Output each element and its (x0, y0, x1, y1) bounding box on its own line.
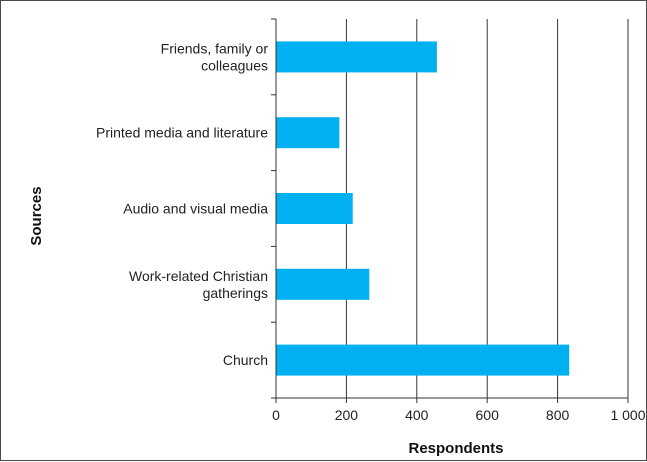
x-tick-labels: 0 200 400 600 800 1 000 (272, 407, 646, 423)
x-tick-label: 800 (546, 407, 570, 423)
category-label: Work-related Christian gatherings (129, 268, 268, 301)
x-tick-label: 400 (405, 407, 429, 423)
axes (271, 18, 629, 403)
bars (276, 41, 570, 376)
bar (276, 344, 570, 376)
bar (276, 268, 370, 300)
bar (276, 117, 340, 149)
gridlines (345, 19, 629, 398)
x-tick-label: 200 (335, 407, 359, 423)
category-label: Friends, family or colleagues (161, 40, 269, 73)
bar (276, 193, 353, 224)
x-tick-label: 1 000 (610, 407, 645, 423)
y-axis-title: Sources (28, 186, 45, 245)
category-label: Audio and visual media (123, 201, 268, 217)
category-label: Printed media and literature (96, 125, 268, 141)
category-label: Church (223, 352, 268, 368)
bar (276, 41, 437, 73)
category-labels: Friends, family or colleagues Printed medi… (96, 40, 268, 368)
x-axis-title: Respondents (408, 440, 503, 457)
x-tick-label: 0 (272, 407, 280, 423)
x-tick-label: 600 (476, 407, 500, 423)
